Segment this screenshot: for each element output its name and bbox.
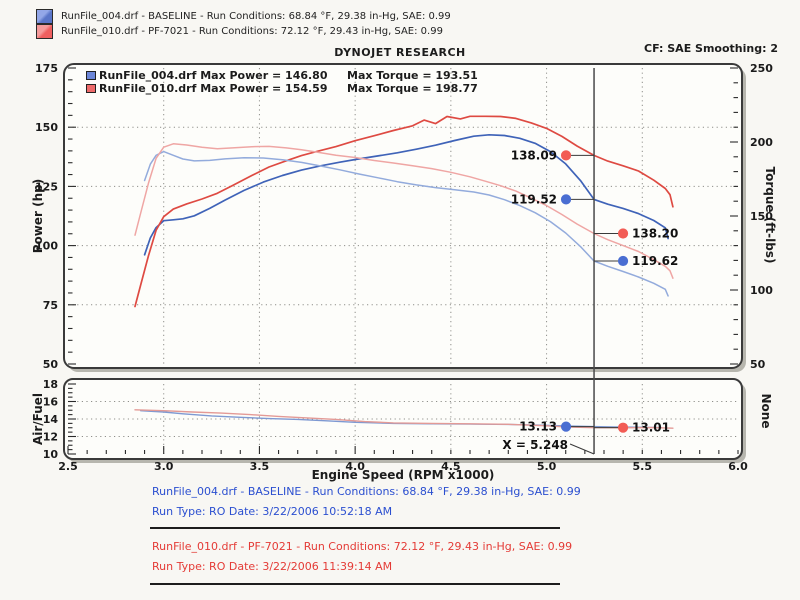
run1-details-line2: Run Type: RO Date: 3/22/2006 10:52:18 AM [152, 505, 393, 518]
run-legend-swatches [36, 9, 53, 39]
power-axis-title: Power (hp) [31, 178, 45, 254]
run1-color-swatch [36, 9, 53, 24]
airfuel-axis-title: Air/Fuel [31, 392, 45, 446]
airfuel-chart-marker-dot [560, 421, 572, 432]
run1-mini-swatch [86, 71, 96, 80]
rpm-axis-title: Engine Speed (RPM x1000) [311, 468, 495, 482]
main-chart-marker-label: 119.62 [632, 254, 678, 268]
airfuel-chart-marker-label: 13.01 [632, 421, 670, 435]
airfuel-chart-left-tick-label: 16 [43, 396, 59, 409]
rpm-tick-label: 3.5 [250, 460, 270, 473]
footer-divider-2 [150, 583, 560, 585]
main-chart-left-tick-label: 100 [35, 240, 58, 253]
main-chart-frame [63, 63, 743, 369]
main-chart-right-tick-label: 150 [750, 210, 773, 223]
main-chart-marker-dot [560, 150, 572, 161]
rpm-tick-label: 6.0 [728, 460, 748, 473]
main-chart-right-tick-label: 200 [750, 136, 773, 149]
run-legend-texts: RunFile_004.drf - BASELINE - Run Conditi… [61, 9, 451, 39]
main-chart-curve-runfile-004-drf-torque [143, 150, 669, 297]
main-chart-marker-dot [617, 255, 629, 267]
main-chart-left-tick-label: 175 [35, 62, 58, 75]
main-chart-marker-dot [617, 228, 629, 239]
right-channel-none-label: None [759, 393, 773, 429]
main-chart-curve-runfile-010-drf-power [134, 115, 674, 308]
airfuel-chart-marker-label: 13.13 [519, 420, 557, 434]
main-chart-marker-label: 138.20 [632, 226, 678, 240]
run1-details-line1: RunFile_004.drf - BASELINE - Run Conditi… [152, 485, 581, 498]
main-chart-left-tick-label: 150 [35, 121, 58, 134]
airfuel-chart-frame [63, 378, 743, 460]
run1-max-torque: Max Torque = 193.51 [347, 69, 478, 82]
main-chart-marker-label: 138.09 [511, 148, 557, 162]
cursor-x-leader [569, 443, 595, 455]
main-chart-left-tick-label: 75 [43, 299, 58, 312]
max-values-legend: RunFile_004.drf Max Power = 146.80 Max T… [86, 69, 478, 95]
main-chart-marker-dot [560, 194, 572, 205]
run-legend: RunFile_004.drf - BASELINE - Run Conditi… [36, 9, 451, 39]
run1-details: RunFile_004.drf - BASELINE - Run Conditi… [152, 482, 622, 522]
rpm-tick-label: 2.5 [58, 460, 78, 473]
airfuel-chart-left-tick-label: 18 [43, 378, 58, 391]
rpm-tick-label: 5.0 [537, 460, 557, 473]
main-chart-curve-runfile-004-drf-power [143, 133, 669, 256]
rpm-tick-label: 4.5 [441, 460, 461, 473]
run1-legend-text: RunFile_004.drf - BASELINE - Run Conditi… [61, 11, 451, 22]
run2-color-swatch [36, 24, 53, 39]
run2-details-line1: RunFile_010.drf - PF-7021 - Run Conditio… [152, 540, 573, 553]
cursor-x-label: X = 5.248 [502, 438, 568, 452]
airfuel-chart-left-tick-label: 10 [43, 448, 59, 461]
airfuel-chart-marker-dot [617, 422, 629, 433]
main-chart-left-tick-label: 125 [35, 180, 58, 193]
max-values-row-pf7021: RunFile_010.drf Max Power = 154.59 Max T… [86, 82, 478, 95]
run2-mini-swatch [86, 84, 96, 93]
run2-legend-text: RunFile_010.drf - PF-7021 - Run Conditio… [61, 26, 443, 37]
footer-divider-1 [150, 527, 560, 529]
run2-details: RunFile_010.drf - PF-7021 - Run Conditio… [152, 537, 622, 577]
airfuel-chart-left-tick-label: 14 [43, 413, 59, 426]
main-chart-marker-label: 119.52 [511, 192, 557, 206]
correction-smoothing-label: CF: SAE Smoothing: 2 [644, 42, 778, 55]
main-chart-right-tick-label: 50 [750, 358, 766, 371]
max-values-row-baseline: RunFile_004.drf Max Power = 146.80 Max T… [86, 69, 478, 82]
torque-axis-title: Torque (ft-lbs) [763, 166, 777, 264]
rpm-tick-label: 5.5 [633, 460, 653, 473]
run2-details-line2: Run Type: RO Date: 3/22/2006 11:39:14 AM [152, 560, 393, 573]
main-chart-left-tick-label: 50 [43, 358, 59, 371]
run2-max-power: RunFile_010.drf Max Power = 154.59 [99, 82, 328, 95]
rpm-tick-label: 3.0 [154, 460, 174, 473]
run2-max-torque: Max Torque = 198.77 [347, 82, 478, 95]
rpm-tick-label: 4.0 [345, 460, 365, 473]
main-chart-curve-runfile-010-drf-torque [134, 143, 674, 279]
page-title: DYNOJET RESEARCH [334, 46, 466, 59]
main-chart-right-tick-label: 100 [750, 284, 773, 297]
main-chart-right-tick-label: 250 [750, 62, 773, 75]
airfuel-chart-left-tick-label: 12 [43, 431, 58, 444]
run1-max-power: RunFile_004.drf Max Power = 146.80 [99, 69, 328, 82]
